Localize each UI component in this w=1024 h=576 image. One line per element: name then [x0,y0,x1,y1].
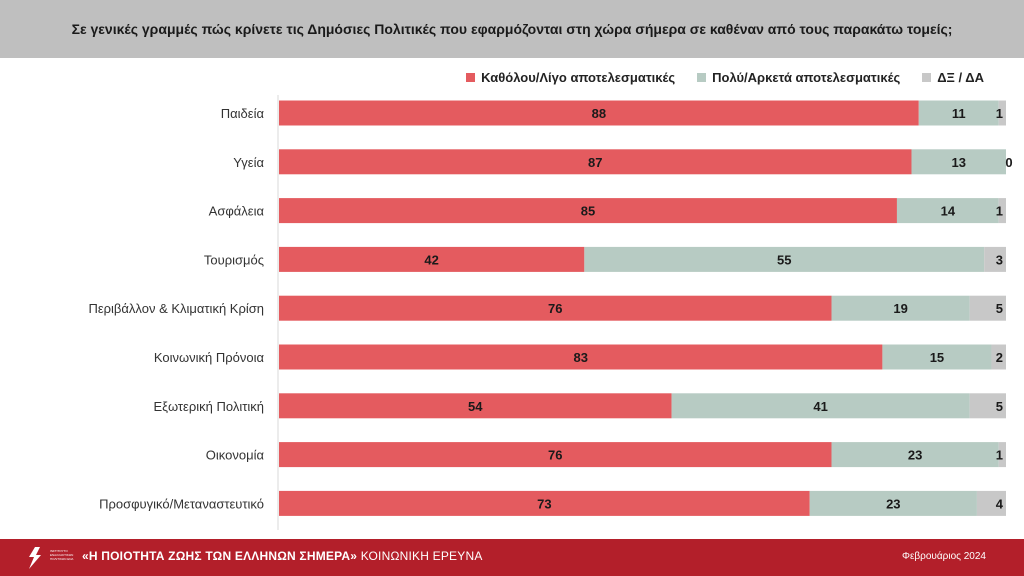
chart-legend: Καθόλου/Λίγο αποτελεσματικές Πολύ/Αρκετά… [466,66,984,88]
data-label: 55 [777,252,791,267]
data-label: 0 [1005,155,1012,170]
data-label: 54 [468,399,483,414]
footer-date: Φεβρουάριος 2024 [901,551,986,562]
footer-band [0,539,1024,576]
data-label: 23 [886,496,900,511]
legend-item-dk-na: ΔΞ / ΔΑ [922,70,984,85]
bar-segment [984,246,1006,272]
category-label: Ασφάλεια [209,204,265,219]
data-label: 73 [537,496,551,511]
category-label: Προσφυγικό/Μεταναστευτικό [99,496,264,511]
bar-segment [991,344,1006,370]
legend-label-not-effective: Καθόλου/Λίγο αποτελεσματικές [481,69,676,85]
data-label: 87 [588,155,602,170]
data-label: 1 [996,106,1003,121]
bar-segment [918,100,999,126]
data-label: 1 [996,204,1003,219]
data-label: 14 [941,204,956,219]
legend-swatch-gray [922,72,932,82]
bar-segment [279,442,832,468]
bar-segment [279,295,832,321]
bar-segment [279,198,897,224]
bar-segment [998,198,1006,224]
bar-segment [998,100,1006,126]
bar-segment [279,100,919,126]
bar-segment [969,393,1006,419]
legend-label-effective: Πολύ/Αρκετά αποτελεσματικές [712,69,901,85]
bar-segment [896,198,999,224]
data-label: 88 [592,106,606,121]
data-label: 23 [908,448,922,463]
category-label: Οικονομία [206,448,265,463]
bar-segment [279,393,672,419]
bar-segment [279,344,883,370]
bar-segment [976,490,1006,516]
survey-question: Σε γενικές γραμμές πώς κρίνετε τις Δημόσ… [71,21,953,37]
data-label: 5 [996,399,1003,414]
bar-segment [279,490,810,516]
bar-segment [831,442,999,468]
legend-swatch-red [466,72,476,82]
data-label: 76 [548,448,562,463]
legend-item-effective: Πολύ/Αρκετά αποτελεσματικές [697,70,900,85]
logo-text: ΙΝΣΤΙΤΟΥΤΟ ΕΝΑΛΛΑΚΤΙΚΩΝ ΠΟΛΙΤΙΚΩΝ ENA [50,549,74,561]
bar-segment [671,393,970,419]
legend-item-not-effective: Καθόλου/Λίγο αποτελεσματικές [466,70,675,85]
footer-title-bold: «Η ΠΟΙΟΤΗΤΑ ΖΩΗΣ ΤΩΝ ΕΛΛΗΝΩΝ ΣΗΜΕΡΑ» [82,549,358,563]
footer-title: «Η ΠΟΙΟΤΗΤΑ ΖΩΗΣ ΤΩΝ ΕΛΛΗΝΩΝ ΣΗΜΕΡΑ» ΚΟΙ… [82,549,483,563]
data-label: 4 [996,496,1004,511]
legend-swatch-green [697,72,707,82]
data-label: 13 [952,155,966,170]
data-label: 76 [548,301,562,316]
category-label: Εξωτερική Πολιτική [153,399,264,414]
data-label: 19 [893,301,907,316]
bar-segment [584,246,985,272]
data-label: 3 [996,252,1003,267]
bar-segment [969,295,1006,321]
bar-segment [831,295,970,321]
data-label: 2 [996,350,1003,365]
bar-segment [911,149,1006,175]
legend-label-dk-na: ΔΞ / ΔΑ [937,69,984,85]
category-label: Κοινωνική Πρόνοια [154,350,265,365]
data-label: 85 [581,204,595,219]
data-label: 1 [996,448,1003,463]
data-label: 15 [930,350,944,365]
category-label: Υγεία [233,155,264,170]
bar-segment [279,246,585,272]
category-label: Τουρισμός [204,252,264,267]
bar-segment [809,490,977,516]
footer-title-rest: ΚΟΙΝΩΝΙΚΗ ΕΡΕΥΝΑ [357,549,483,563]
institute-logo-icon [29,547,41,569]
bar-segment [998,442,1006,468]
data-label: 5 [996,301,1003,316]
data-label: 11 [952,106,966,121]
header-band [0,0,1024,58]
data-label: 83 [573,350,587,365]
data-label: 41 [813,399,827,414]
category-label: Παιδεία [221,106,265,121]
category-label: Περιβάλλον & Κλιματική Κρίση [88,301,264,316]
bar-segment [279,149,912,175]
data-label: 42 [424,252,438,267]
bar-segment [882,344,992,370]
